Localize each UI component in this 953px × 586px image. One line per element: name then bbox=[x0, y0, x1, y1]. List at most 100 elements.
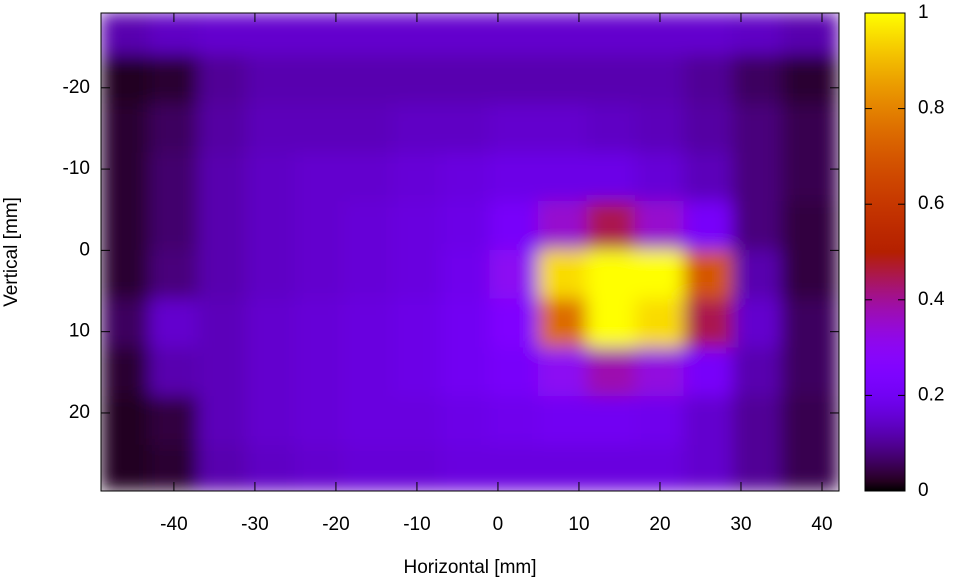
heat-cell bbox=[101, 103, 151, 154]
heat-cell bbox=[586, 103, 637, 154]
y-tick-label: 10 bbox=[69, 321, 90, 342]
heat-cell bbox=[294, 103, 345, 154]
heat-cell bbox=[294, 54, 345, 105]
heat-cell bbox=[537, 201, 588, 251]
heat-cell bbox=[101, 444, 151, 491]
heatmap-cells bbox=[101, 13, 839, 491]
heat-cell bbox=[343, 152, 394, 203]
heat-cell bbox=[537, 249, 588, 300]
heat-cell bbox=[392, 103, 442, 154]
heat-cell bbox=[732, 249, 782, 300]
heat-cell bbox=[246, 201, 296, 251]
heat-cell bbox=[683, 249, 734, 300]
heat-cell bbox=[780, 347, 839, 398]
x-tick-label: 10 bbox=[568, 514, 589, 535]
heat-cell bbox=[101, 201, 151, 251]
heat-cell bbox=[149, 54, 199, 105]
heat-cell bbox=[149, 152, 199, 203]
heat-cell bbox=[101, 347, 151, 398]
heat-cell bbox=[732, 347, 782, 398]
heat-cell bbox=[635, 249, 685, 300]
heat-cell bbox=[586, 444, 637, 491]
heat-cell bbox=[294, 249, 345, 300]
heat-cell bbox=[343, 298, 394, 349]
colorbar-tick-label: 0.4 bbox=[918, 289, 945, 310]
heat-cell bbox=[635, 103, 685, 154]
heat-cell bbox=[732, 152, 782, 203]
heat-cell bbox=[440, 249, 491, 300]
heat-cell bbox=[537, 152, 588, 203]
heat-cell bbox=[635, 396, 685, 446]
heat-cell bbox=[683, 396, 734, 446]
heat-cell bbox=[101, 13, 151, 56]
heat-cell bbox=[440, 444, 491, 491]
heat-cell bbox=[197, 444, 248, 491]
heat-cell bbox=[440, 396, 491, 446]
x-tick-label: 30 bbox=[730, 514, 751, 535]
heat-cell bbox=[149, 249, 199, 300]
heat-cell bbox=[440, 103, 491, 154]
heat-cell bbox=[392, 54, 442, 105]
plot-frame bbox=[100, 12, 840, 492]
heat-cell bbox=[246, 103, 296, 154]
heat-cell bbox=[440, 298, 491, 349]
y-axis-label: Vertical [mm] bbox=[1, 197, 22, 307]
heat-cell bbox=[440, 54, 491, 105]
heat-cell bbox=[246, 152, 296, 203]
y-tick-label: -20 bbox=[63, 77, 90, 98]
x-tick-label: -20 bbox=[322, 514, 349, 535]
heat-cell bbox=[101, 396, 151, 446]
colorbar-tick-label: 0 bbox=[918, 480, 929, 501]
heat-cell bbox=[392, 249, 442, 300]
heat-cell bbox=[197, 347, 248, 398]
heat-cell bbox=[732, 54, 782, 105]
heat-cell bbox=[392, 298, 442, 349]
heat-cell bbox=[780, 103, 839, 154]
heat-cell bbox=[586, 201, 637, 251]
heat-cell bbox=[489, 13, 539, 56]
x-tick-label: 40 bbox=[811, 514, 832, 535]
heat-cell bbox=[149, 396, 199, 446]
heat-cell bbox=[683, 152, 734, 203]
heat-cell bbox=[343, 201, 394, 251]
heat-cell bbox=[489, 396, 539, 446]
heat-cell bbox=[197, 298, 248, 349]
heat-cell bbox=[683, 444, 734, 491]
heat-cell bbox=[635, 201, 685, 251]
heat-cell bbox=[780, 396, 839, 446]
heat-cell bbox=[392, 152, 442, 203]
heat-cell bbox=[537, 444, 588, 491]
heat-cell bbox=[537, 298, 588, 349]
x-tick-label: -10 bbox=[403, 514, 430, 535]
heat-cell bbox=[149, 201, 199, 251]
heat-cell bbox=[586, 13, 637, 56]
heat-cell bbox=[294, 152, 345, 203]
y-tick-label: 20 bbox=[69, 402, 90, 423]
heat-cell bbox=[197, 13, 248, 56]
heat-cell bbox=[489, 249, 539, 300]
heat-cell bbox=[197, 249, 248, 300]
heat-cell bbox=[586, 54, 637, 105]
heat-cell bbox=[635, 347, 685, 398]
heat-cell bbox=[732, 103, 782, 154]
heat-cell bbox=[101, 54, 151, 105]
y-tick-label: 0 bbox=[79, 239, 90, 260]
heat-cell bbox=[246, 444, 296, 491]
heat-cell bbox=[294, 201, 345, 251]
heat-cell bbox=[246, 347, 296, 398]
heatmap bbox=[101, 13, 839, 491]
heat-cell bbox=[440, 201, 491, 251]
heat-cell bbox=[683, 54, 734, 105]
heat-cell bbox=[246, 13, 296, 56]
heat-cell bbox=[489, 298, 539, 349]
heat-cell bbox=[343, 103, 394, 154]
heat-cell bbox=[780, 444, 839, 491]
heat-cell bbox=[197, 54, 248, 105]
heat-cell bbox=[343, 249, 394, 300]
colorbar-tick-label: 0.6 bbox=[918, 193, 944, 214]
x-tick-label: 0 bbox=[493, 514, 504, 535]
heat-cell bbox=[732, 298, 782, 349]
heat-cell bbox=[780, 298, 839, 349]
